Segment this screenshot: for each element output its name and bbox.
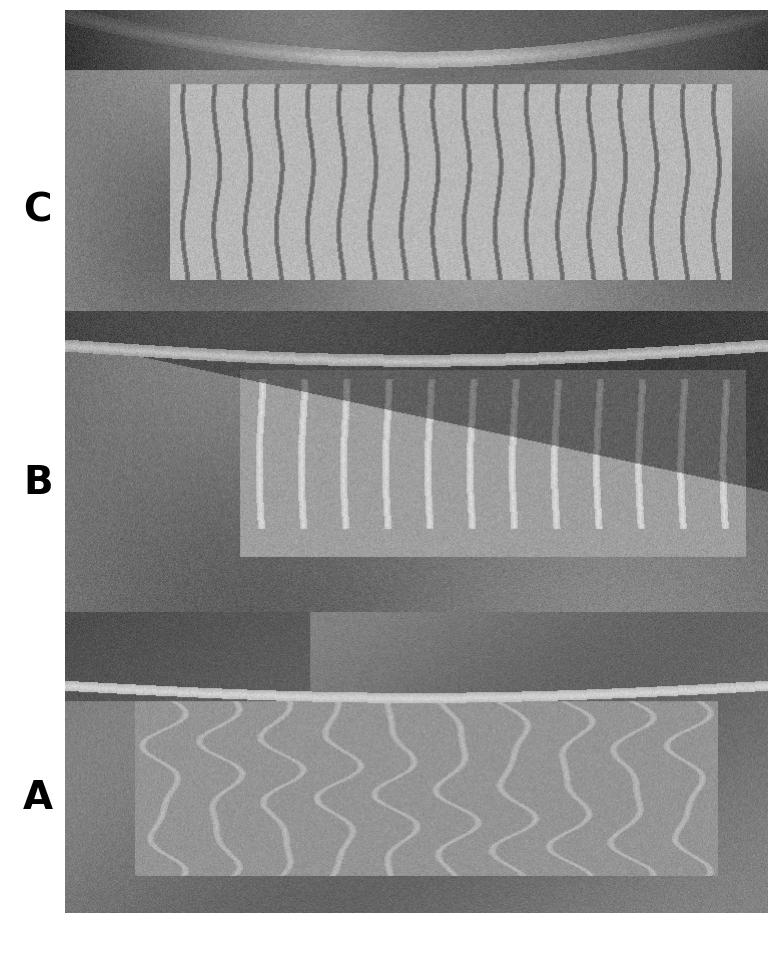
Text: A: A xyxy=(23,779,53,817)
Text: C: C xyxy=(23,191,51,229)
Text: B: B xyxy=(23,464,53,502)
